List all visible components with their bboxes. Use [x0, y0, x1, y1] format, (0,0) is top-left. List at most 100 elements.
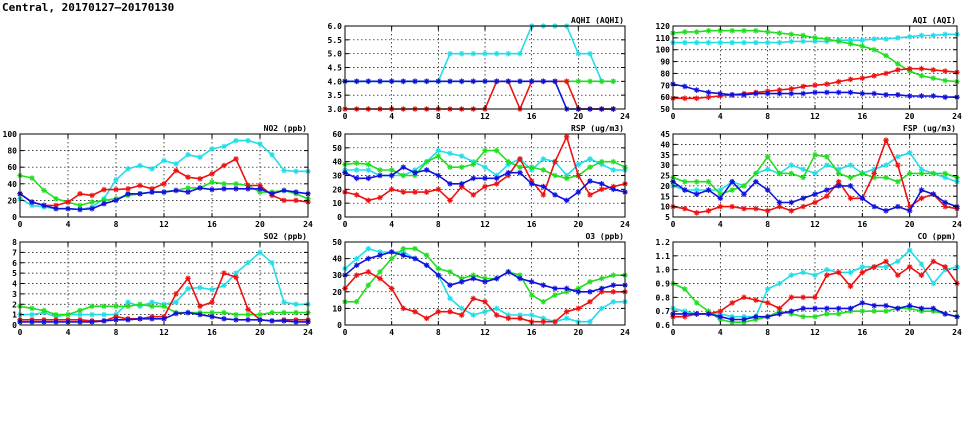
data-point — [435, 272, 442, 278]
data-point — [493, 50, 500, 57]
x-tick-label: 24 — [303, 220, 313, 229]
data-point — [883, 174, 889, 181]
data-point — [53, 205, 59, 212]
x-tick-label: 24 — [952, 112, 962, 121]
data-point — [598, 181, 605, 187]
data-point — [824, 36, 830, 42]
y-tick-label: 5 — [665, 213, 670, 222]
data-point — [693, 311, 700, 317]
data-point — [53, 202, 59, 209]
data-point — [528, 292, 535, 298]
data-point — [101, 318, 107, 324]
data-point — [257, 189, 263, 195]
data-point — [65, 311, 71, 318]
data-point — [587, 156, 593, 162]
data-point — [125, 317, 131, 323]
y-tick-label: 90 — [660, 58, 670, 67]
y-tick-label: 2 — [12, 300, 17, 309]
data-point — [77, 202, 83, 209]
data-point — [693, 178, 700, 185]
data-point — [221, 143, 227, 150]
data-point — [871, 73, 877, 79]
y-tick-label: 50 — [332, 238, 342, 247]
data-point — [753, 27, 759, 34]
data-point — [800, 203, 806, 210]
data-point — [293, 309, 299, 316]
data-point — [293, 301, 299, 308]
data-point — [458, 305, 465, 312]
x-tick-label: 20 — [574, 328, 584, 337]
chart-o3: 0 4 8 12 16 20 24 0 10 20 30 40 50 O3 (ppb) — [332, 232, 630, 337]
data-point — [942, 68, 948, 74]
data-point — [353, 272, 360, 278]
x-tick-label: 0 — [343, 220, 348, 229]
page-title: Central, 20170127–20170130 — [2, 1, 175, 14]
data-point — [741, 205, 747, 212]
data-point — [221, 181, 227, 187]
data-point — [741, 191, 747, 197]
data-point — [365, 78, 372, 85]
data-point — [197, 311, 203, 318]
data-point — [575, 189, 582, 195]
data-point — [610, 272, 617, 278]
data-point — [552, 78, 558, 85]
data-point — [930, 67, 937, 73]
data-point — [209, 299, 215, 305]
data-point — [101, 303, 107, 310]
data-point — [764, 187, 771, 193]
data-point — [906, 65, 913, 72]
data-point — [895, 203, 901, 210]
data-point — [753, 297, 759, 303]
data-point — [835, 178, 842, 185]
data-point — [729, 178, 735, 185]
data-point — [717, 308, 724, 314]
data-point — [717, 187, 724, 193]
data-point — [470, 175, 477, 182]
data-point — [540, 282, 547, 288]
data-point — [77, 206, 83, 213]
x-tick-label: 8 — [114, 220, 119, 229]
data-point — [173, 187, 179, 194]
data-point — [517, 275, 523, 282]
data-point — [871, 302, 877, 309]
data-point — [812, 170, 818, 177]
data-point — [942, 77, 948, 84]
data-point — [930, 170, 937, 177]
y-tick-label: 10 — [660, 203, 670, 212]
data-point — [77, 190, 83, 197]
data-point — [575, 305, 582, 312]
data-point — [77, 307, 83, 314]
data-point — [800, 32, 806, 39]
data-point — [930, 258, 937, 265]
data-point — [400, 78, 407, 85]
data-point — [423, 189, 430, 195]
data-point — [400, 245, 407, 252]
data-point — [871, 264, 877, 270]
data-point — [883, 308, 889, 314]
data-point — [598, 275, 605, 282]
data-point — [412, 78, 418, 85]
data-point — [610, 282, 617, 288]
y-tick-label: 0.9 — [656, 280, 671, 289]
data-point — [257, 185, 263, 192]
data-point — [101, 186, 107, 193]
x-tick-label: 8 — [436, 220, 441, 229]
data-point — [575, 285, 582, 292]
data-point — [741, 294, 747, 301]
y-tick-label: 0.7 — [656, 307, 671, 316]
data-point — [458, 50, 465, 57]
data-point — [423, 158, 430, 165]
data-point — [575, 50, 582, 57]
data-point — [540, 183, 547, 190]
data-point — [113, 176, 119, 183]
data-point — [149, 189, 155, 195]
x-tick-label: 16 — [207, 328, 217, 337]
data-point — [245, 311, 251, 318]
data-point — [764, 166, 771, 173]
data-point — [598, 305, 605, 312]
data-point — [918, 65, 925, 72]
data-point — [705, 39, 712, 46]
x-tick-label: 24 — [952, 328, 962, 337]
data-point — [776, 39, 783, 46]
data-point — [482, 183, 488, 190]
